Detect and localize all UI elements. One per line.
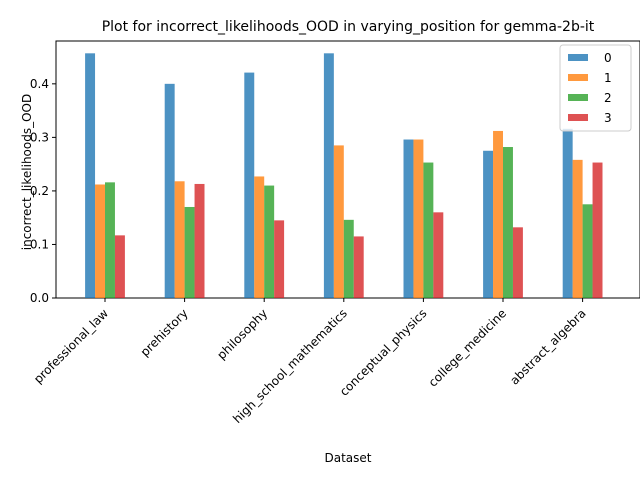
bar-high_school_mathematics-series-0	[323, 53, 334, 299]
bar-college_medicine-series-0	[483, 150, 494, 298]
bar-abstract_algebra-series-0	[562, 128, 573, 298]
bar-professional_law-series-1	[95, 184, 105, 298]
plot-area: 0.0 0.1 0.2 0.3 0.4 professional_law prehisto…	[30, 40, 640, 426]
bar-philosophy-series-0	[244, 72, 255, 298]
bars	[85, 53, 603, 299]
bar-high_school_mathematics-series-2	[343, 219, 354, 298]
bar-conceptual_physics-series-0	[403, 139, 414, 298]
x-tick-label: college_medicine	[426, 306, 509, 389]
y-axis-label: incorrect_likelihoods_OOD	[20, 94, 34, 251]
bar-philosophy-series-1	[254, 176, 265, 298]
bar-conceptual_physics-series-1	[413, 139, 424, 298]
y-axis-ticks: 0.0 0.1 0.2 0.3 0.4	[30, 77, 56, 305]
legend-label: 1	[604, 71, 612, 85]
legend-label: 3	[604, 111, 612, 125]
bar-professional_law-series-3	[114, 235, 125, 298]
y-tick-label: 0.0	[30, 291, 49, 305]
legend-swatch	[568, 94, 588, 101]
x-axis-label: Dataset	[325, 451, 372, 465]
bar-professional_law-series-2	[105, 182, 115, 298]
legend-label: 2	[604, 91, 612, 105]
bar-college_medicine-series-3	[512, 227, 523, 298]
legend: 0 1 2 3	[559, 44, 632, 132]
legend-label: 0	[604, 51, 612, 65]
x-tick-label: professional_law	[31, 306, 111, 386]
bar-college_medicine-series-2	[503, 147, 513, 298]
bar-philosophy-series-3	[274, 220, 285, 298]
chart-title: Plot for incorrect_likelihoods_OOD in va…	[102, 19, 595, 35]
bar-abstract_algebra-series-3	[592, 162, 603, 298]
x-tick-label: conceptual_physics	[337, 306, 430, 399]
bar-conceptual_physics-series-3	[433, 212, 444, 298]
bar-high_school_mathematics-series-3	[353, 236, 364, 298]
bar-philosophy-series-2	[264, 185, 275, 298]
bar-conceptual_physics-series-2	[423, 162, 434, 298]
y-tick-label: 0.2	[30, 184, 49, 198]
bar-abstract_algebra-series-1	[572, 159, 583, 298]
legend-swatch	[568, 114, 588, 121]
x-tick-label: abstract_algebra	[507, 306, 588, 387]
legend-swatch	[568, 74, 588, 81]
bar-prehistory-series-2	[184, 206, 195, 298]
x-tick-label: philosophy	[214, 306, 270, 362]
bar-high_school_mathematics-series-1	[333, 145, 344, 298]
bar-professional_law-series-0	[85, 53, 96, 299]
bar-prehistory-series-0	[164, 83, 175, 298]
legend-swatch	[568, 54, 588, 61]
bar-prehistory-series-3	[194, 183, 205, 298]
y-tick-label: 0.1	[30, 237, 49, 251]
y-tick-label: 0.4	[30, 77, 49, 91]
y-tick-label: 0.3	[30, 130, 49, 144]
legend-box	[559, 44, 632, 132]
bar-prehistory-series-1	[174, 181, 185, 298]
x-axis-ticks: professional_law prehistory philosophyhigh…	[31, 298, 589, 426]
bar-college_medicine-series-1	[493, 130, 503, 298]
bar-abstract_algebra-series-2	[582, 204, 593, 298]
x-tick-label: prehistory	[138, 306, 191, 359]
